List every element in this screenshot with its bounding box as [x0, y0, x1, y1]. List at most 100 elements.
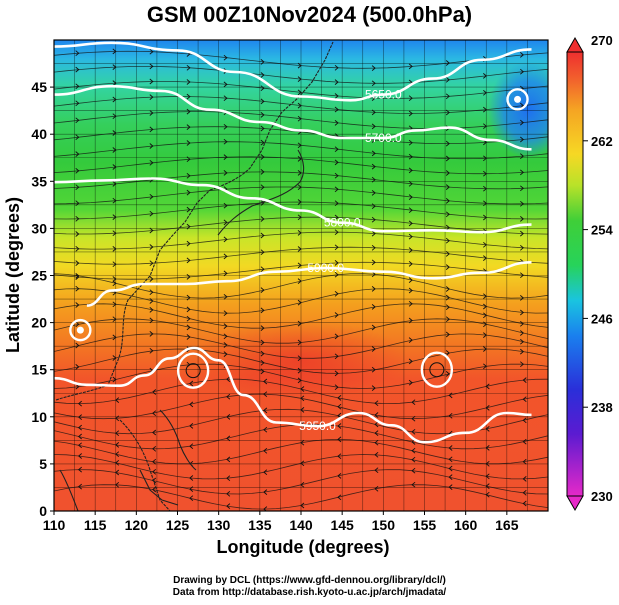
wind-arrow: [445, 184, 450, 190]
wind-arrow: [520, 52, 525, 58]
wind-arrow: [75, 383, 80, 390]
wind-arrow: [297, 355, 302, 362]
wind-arrow: [371, 216, 376, 223]
wind-arrow: [223, 95, 228, 102]
wind-arrow: [223, 323, 228, 329]
wind-arrow: [263, 489, 268, 495]
x-tick-label: 135: [248, 517, 272, 533]
wind-arrow: [260, 85, 265, 92]
wind-arrow: [152, 429, 157, 436]
wind-arrow: [260, 216, 265, 222]
wind-arrow: [297, 377, 302, 384]
wind-arrow: [445, 155, 450, 162]
wind-arrow: [75, 151, 80, 157]
wind-arrow: [149, 110, 154, 116]
wind-arrow: [334, 353, 339, 360]
wind-arrow: [483, 185, 488, 192]
contour-line: [86, 261, 532, 307]
wind-arrow: [75, 245, 80, 252]
plot-area: 5650.0 5700.0 5800.0 5900.0 5950.0: [53, 39, 549, 512]
wind-arrow: [520, 68, 525, 75]
wind-arrow: [186, 189, 191, 196]
wind-arrow: [448, 392, 453, 399]
contour-line: [54, 84, 532, 151]
y-tick-label: 40: [31, 126, 47, 142]
y-tick-label: 25: [31, 268, 47, 284]
wind-arrow: [115, 397, 120, 403]
wind-arrow: [448, 484, 453, 490]
contour-label: 5800.0: [324, 216, 361, 230]
wind-arrow: [374, 421, 379, 428]
wind-arrow: [483, 293, 488, 300]
wind-arrow: [112, 164, 117, 170]
low-centers: [69, 88, 529, 342]
wind-arrow: [520, 348, 525, 355]
wind-arrow: [77, 414, 82, 420]
x-tick-label: 165: [495, 517, 519, 533]
wind-arrow: [334, 106, 339, 113]
wind-arrow: [520, 185, 525, 192]
wind-arrow: [186, 294, 191, 301]
wind-arrow: [112, 246, 117, 252]
wind-arrow: [75, 66, 80, 73]
wind-arrow: [186, 334, 191, 340]
contour-line: [54, 177, 532, 234]
wind-arrow: [371, 176, 376, 183]
wind-arrow: [371, 163, 376, 170]
wind-streamlines: [54, 48, 548, 511]
chart-canvas: 5650.0 5700.0 5800.0 5900.0 5950.0 110 115 120…: [3, 33, 613, 557]
wind-arrow: [112, 261, 117, 268]
wind-arrow: [374, 467, 379, 474]
wind-arrow: [186, 240, 191, 247]
wind-arrow: [149, 94, 154, 100]
wind-arrow: [483, 363, 488, 370]
wind-arrow: [297, 367, 302, 374]
wind-arrow: [300, 386, 305, 392]
wind-arrow: [334, 146, 339, 153]
wind-arrow: [149, 307, 154, 313]
wind-arrow: [260, 98, 265, 105]
wind-arrow: [149, 331, 154, 337]
wind-arrow: [152, 486, 157, 493]
wind-arrow: [77, 442, 82, 449]
contour-line: [54, 41, 532, 102]
colorbar-min-arrow: [566, 495, 584, 512]
wind-arrow: [223, 170, 228, 176]
wind-arrow: [223, 154, 228, 160]
wind-arrow: [371, 65, 376, 71]
wind-arrow: [75, 274, 80, 280]
wind-arrow: [223, 138, 228, 145]
wind-arrow: [334, 79, 339, 85]
wind-arrow: [186, 274, 191, 280]
wind-arrow: [334, 312, 339, 318]
wind-arrow: [149, 143, 154, 149]
wind-arrow: [115, 415, 120, 422]
wind-arrow: [186, 93, 191, 100]
wind-arrow: [75, 50, 80, 57]
wind-arrow: [371, 259, 376, 266]
wind-arrow: [408, 180, 413, 187]
contour-label: 5950.0: [299, 419, 336, 433]
wind-arrow: [483, 73, 488, 79]
wind-arrow: [520, 361, 525, 368]
wind-arrow: [334, 186, 339, 193]
low-center: [76, 326, 84, 334]
wind-arrow: [445, 304, 450, 311]
wind-arrow: [112, 197, 117, 204]
wind-arrow: [186, 124, 191, 130]
wind-arrow: [522, 417, 527, 424]
wind-arrow: [112, 355, 117, 361]
x-tick-label: 150: [372, 517, 396, 533]
wind-arrow: [297, 115, 302, 122]
wind-arrow: [408, 63, 413, 70]
wind-arrow: [408, 207, 413, 214]
wind-arrow: [520, 169, 525, 176]
wind-arrow: [223, 54, 228, 61]
wind-arrow: [149, 317, 154, 324]
wind-arrow: [448, 412, 453, 419]
wind-arrow: [226, 435, 231, 442]
wind-arrow: [485, 405, 490, 411]
wind-arrow: [260, 200, 265, 206]
wind-arrow: [408, 139, 413, 146]
wind-arrow: [337, 473, 342, 479]
